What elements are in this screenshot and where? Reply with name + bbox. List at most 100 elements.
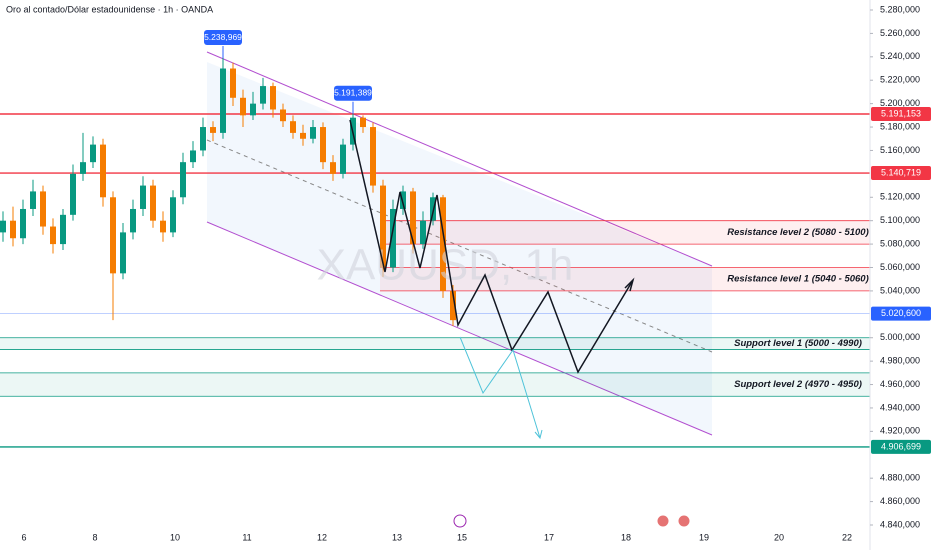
level-tag xyxy=(871,306,931,321)
flag-icon[interactable] xyxy=(656,514,670,528)
chart-title: Oro al contado/Dólar estadounidense · 1h… xyxy=(6,4,213,14)
x-tick-label: 22 xyxy=(842,532,852,542)
candle-body xyxy=(300,132,306,139)
x-tick-label: 15 xyxy=(457,532,467,542)
y-tick-label: 5.180,000 xyxy=(880,121,920,131)
candle-body xyxy=(260,86,266,104)
candle-body xyxy=(80,162,86,174)
candle-body xyxy=(40,191,46,227)
zone xyxy=(380,220,870,245)
price-axis xyxy=(870,0,932,550)
peak-tag xyxy=(334,85,372,101)
candle-body xyxy=(280,109,286,122)
candle-body xyxy=(150,185,156,221)
candle-body xyxy=(110,197,116,274)
x-tick-label: 17 xyxy=(544,532,554,542)
candle-body xyxy=(440,197,446,291)
candle-body xyxy=(360,117,366,128)
y-tick-label: 5.040,000 xyxy=(880,285,920,295)
event-icon[interactable] xyxy=(453,514,467,528)
candle-body xyxy=(270,86,276,110)
y-tick-label: 4.880,000 xyxy=(880,473,920,483)
candle-body xyxy=(60,214,66,245)
projection-path xyxy=(349,119,634,374)
candle-body xyxy=(160,220,166,233)
zone-label: Support level 1 (5000 - 4990) xyxy=(734,338,862,349)
candle-body xyxy=(390,208,396,268)
candle-body xyxy=(20,208,26,239)
candle-body xyxy=(210,127,216,133)
y-tick-label: 5.220,000 xyxy=(880,75,920,85)
peak-label: 5.191,389 xyxy=(334,87,372,97)
candle-body xyxy=(130,208,136,233)
channel-top xyxy=(206,51,713,267)
x-tick-label: 19 xyxy=(699,532,709,542)
candle-body xyxy=(320,127,326,163)
y-tick-label: 5.240,000 xyxy=(880,51,920,61)
zone-label: Resistance level 1 (5040 - 5060) xyxy=(727,274,869,285)
zone-label: Resistance level 2 (5080 - 5100) xyxy=(727,227,869,238)
alt-arrow-head xyxy=(534,429,543,440)
candle-body xyxy=(200,127,206,151)
candle-body xyxy=(250,103,256,116)
zone xyxy=(0,337,870,350)
candle-body xyxy=(10,220,16,239)
y-tick-label: 5.120,000 xyxy=(880,192,920,202)
candle-body xyxy=(180,162,186,198)
candle-body xyxy=(410,191,416,245)
candle-body xyxy=(50,226,56,245)
candle-body xyxy=(310,127,316,139)
y-tick-label: 5.000,000 xyxy=(880,332,920,342)
y-tick-label: 4.840,000 xyxy=(880,519,920,529)
candle-body xyxy=(290,121,296,133)
candle-body xyxy=(370,127,376,186)
candle-body xyxy=(220,68,226,133)
x-tick-label: 12 xyxy=(317,532,327,542)
zone xyxy=(380,267,870,291)
level-tag xyxy=(871,106,931,121)
candle-body xyxy=(100,144,106,198)
candle-body xyxy=(380,185,386,268)
y-tick-label: 5.080,000 xyxy=(880,238,920,248)
channel-bottom xyxy=(206,221,713,436)
level-label: 5.020,600 xyxy=(881,308,921,318)
zone xyxy=(0,372,870,397)
y-tick-label: 4.960,000 xyxy=(880,379,920,389)
candle-body xyxy=(400,191,406,209)
candle-body xyxy=(420,220,426,245)
y-tick-label: 5.160,000 xyxy=(880,145,920,155)
x-tick-label: 20 xyxy=(774,532,784,542)
peak-tag xyxy=(204,30,242,46)
level-label: 5.140,719 xyxy=(881,167,921,177)
candle-body xyxy=(70,173,76,215)
y-tick-label: 5.200,000 xyxy=(880,98,920,108)
y-tick-label: 5.100,000 xyxy=(880,215,920,225)
x-tick-label: 6 xyxy=(21,532,26,542)
x-tick-label: 13 xyxy=(392,532,402,542)
level-label: 4.906,699 xyxy=(881,441,921,451)
zone-label: Support level 2 (4970 - 4950) xyxy=(734,379,862,390)
x-tick-label: 18 xyxy=(621,532,631,542)
y-tick-label: 4.980,000 xyxy=(880,356,920,366)
y-tick-label: 5.260,000 xyxy=(880,28,920,38)
candle-body xyxy=(140,185,146,209)
y-tick-label: 4.940,000 xyxy=(880,402,920,412)
y-tick-label: 4.920,000 xyxy=(880,426,920,436)
alt-path xyxy=(459,336,541,439)
drawings xyxy=(0,51,870,448)
candle-body xyxy=(340,144,346,174)
candle-body xyxy=(120,232,126,274)
level-label: 5.191,153 xyxy=(881,108,921,118)
candle-body xyxy=(190,150,196,163)
x-tick-label: 10 xyxy=(170,532,180,542)
candle-body xyxy=(230,68,236,98)
arrow-head xyxy=(624,277,635,292)
x-tick-label: 11 xyxy=(242,532,251,542)
x-tick-label: 8 xyxy=(92,532,97,542)
candle-body xyxy=(0,220,6,233)
flag-icon[interactable] xyxy=(677,514,691,528)
path-drawings: 5.238,969 5.191,389 xyxy=(204,30,691,528)
y-tick-label: 5.060,000 xyxy=(880,262,920,272)
candle-body xyxy=(240,97,246,116)
candle-body xyxy=(90,144,96,163)
